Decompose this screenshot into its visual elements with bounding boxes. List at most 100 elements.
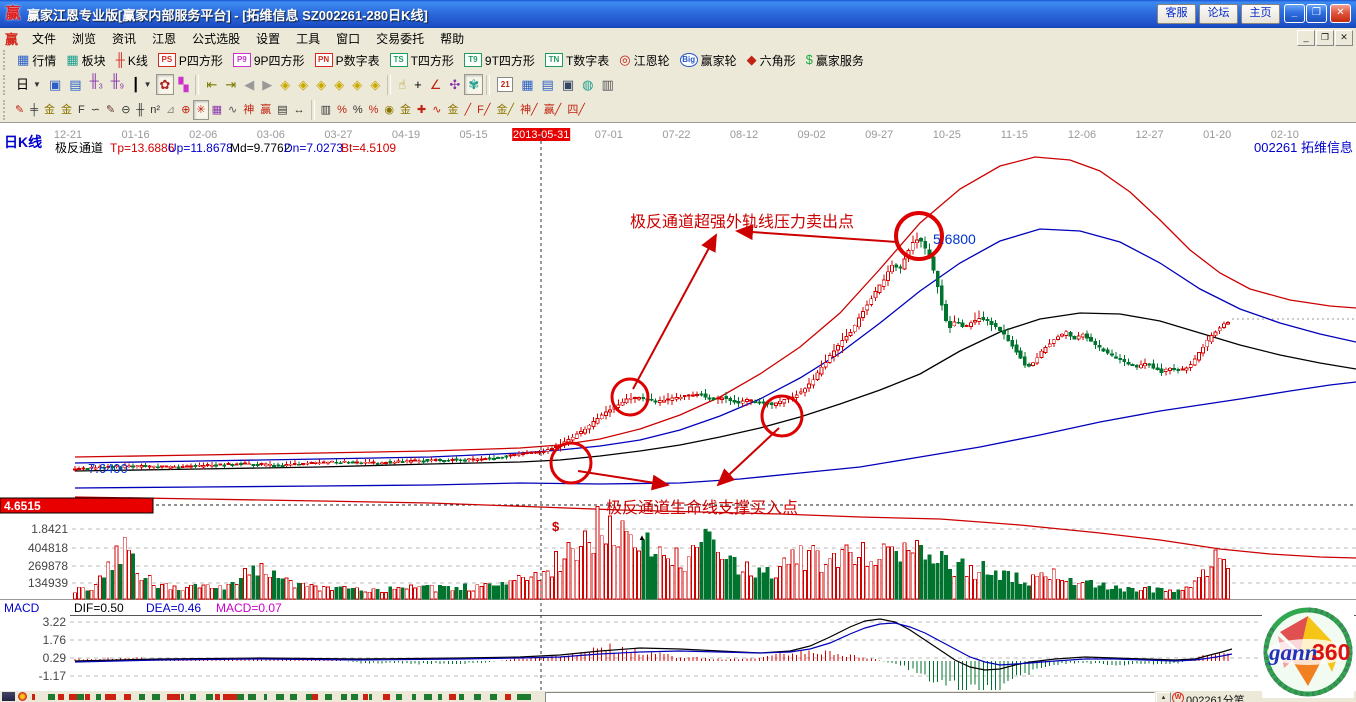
shen-diag-button[interactable]: 神╱ bbox=[517, 100, 541, 120]
gann-wheel-button[interactable]: ◎ 江恩轮 bbox=[614, 49, 674, 71]
print-button[interactable]: ▥ bbox=[597, 74, 617, 95]
diamond-right-button[interactable]: ◈ bbox=[294, 74, 312, 95]
menu-江恩[interactable]: 江恩 bbox=[152, 31, 177, 46]
kline-chart-canvas[interactable]: 12-21 01-16 02-06 03-06 03-27 04-19 05-15 2013-… bbox=[0, 123, 1356, 691]
candle-style-dropdown-button[interactable]: ┃ ▼ bbox=[128, 74, 156, 95]
kline-button[interactable]: ╫ K线 bbox=[111, 49, 153, 71]
spiral-comb-button[interactable]: ∽ bbox=[88, 100, 103, 120]
t-square-button[interactable]: TS T四方形 bbox=[385, 49, 459, 71]
gold-ratio-b-button[interactable]: 金 bbox=[58, 100, 75, 120]
9t-square-button[interactable]: T9 9T四方形 bbox=[459, 49, 540, 71]
service-button[interactable]: 客服 bbox=[1157, 4, 1196, 24]
gold-circle-button[interactable]: ◉ bbox=[381, 100, 397, 120]
status-scroll-up-button[interactable]: ▲ bbox=[1156, 692, 1171, 702]
restore-button[interactable]: ❐ bbox=[1306, 4, 1327, 23]
home-button[interactable]: 主页 bbox=[1241, 4, 1280, 24]
gold-diag-button[interactable]: 金╱ bbox=[493, 100, 517, 120]
skip-last-button[interactable]: ⇥ bbox=[221, 74, 240, 95]
p-number-table-button[interactable]: PN P数字表 bbox=[310, 49, 385, 71]
info-panel-button[interactable]: ▤ bbox=[65, 74, 85, 95]
hexagon-button[interactable]: ◆ 六角形 bbox=[742, 49, 801, 71]
menu-设置[interactable]: 设置 bbox=[256, 31, 281, 46]
zigzag-marks-button[interactable]: ∿ bbox=[225, 100, 240, 120]
diamond-left-button[interactable]: ◈ bbox=[276, 74, 294, 95]
menu-资讯[interactable]: 资讯 bbox=[112, 31, 137, 46]
pattern-tool-button[interactable]: ✿ bbox=[155, 74, 175, 95]
star-rays-button[interactable]: ✳ bbox=[193, 99, 209, 120]
gold-band-button[interactable]: 金 bbox=[444, 100, 461, 120]
bars-3-button[interactable]: ╫3 bbox=[86, 74, 107, 95]
save-button[interactable]: ▣ bbox=[558, 74, 578, 95]
tools-extra-button[interactable]: ✚ bbox=[414, 100, 429, 120]
wave-line-button[interactable]: ∿ bbox=[429, 100, 444, 120]
winner-wheel-button[interactable]: Big 赢家轮 bbox=[675, 49, 742, 71]
target-cross-button[interactable]: ⊕ bbox=[178, 100, 193, 120]
bars-9-button[interactable]: ╫9 bbox=[107, 74, 128, 95]
quotes-button[interactable]: ▦ 行情 bbox=[12, 49, 61, 71]
notes-button[interactable]: ▤ bbox=[538, 74, 558, 95]
cycle-comb-button[interactable]: ⊖ bbox=[118, 100, 133, 120]
pen-comb-button[interactable]: ✎ bbox=[103, 100, 118, 120]
close-button[interactable]: ✕ bbox=[1330, 4, 1351, 23]
menu-工具[interactable]: 工具 bbox=[296, 31, 321, 46]
n-square-button[interactable]: n² bbox=[147, 100, 163, 120]
diamond-plus-button[interactable]: ◈ bbox=[366, 74, 384, 95]
price-grid-button[interactable]: ▥ bbox=[318, 100, 334, 120]
crosshair-tool-button[interactable]: + bbox=[410, 74, 426, 95]
status-input-field[interactable] bbox=[545, 692, 1155, 702]
grid-box-button[interactable]: ▦ bbox=[209, 100, 225, 120]
export-web-button[interactable]: ◍ bbox=[578, 74, 597, 95]
comb-line-button[interactable]: ╪ bbox=[27, 100, 41, 120]
profile-chart-button[interactable]: ▚ bbox=[174, 74, 192, 95]
comb-button[interactable]: ╫ bbox=[133, 100, 147, 120]
diamond-star-button[interactable]: ◈ bbox=[348, 74, 366, 95]
percent-line-button[interactable]: % bbox=[366, 100, 382, 120]
9p-square-button[interactable]: P9 9P四方形 bbox=[228, 49, 310, 71]
hand-tool-button[interactable]: ☝ bbox=[394, 74, 410, 95]
chart-window-button[interactable]: ▣ bbox=[45, 74, 65, 95]
p-square-button[interactable]: PS P四方形 bbox=[153, 49, 228, 71]
menu-交易委托[interactable]: 交易委托 bbox=[376, 31, 425, 46]
angle-grey-button[interactable]: ⊿ bbox=[163, 100, 178, 120]
ruler-123-button[interactable]: ▤ bbox=[274, 100, 290, 120]
forum-button[interactable]: 论坛 bbox=[1199, 4, 1238, 24]
percent-band-button[interactable]: % bbox=[334, 100, 350, 120]
ying-comb-icon: 赢 bbox=[260, 103, 272, 116]
si-diag-button[interactable]: 四╱ bbox=[564, 100, 588, 120]
percent-button[interactable]: % bbox=[350, 100, 366, 120]
shen-comb-button[interactable]: 神 bbox=[240, 100, 257, 120]
sectors-button[interactable]: ▦ 板块 bbox=[61, 49, 110, 71]
gann-box-tool-button[interactable]: ✣ bbox=[445, 74, 464, 95]
f-diag-button[interactable]: F╱ bbox=[474, 100, 493, 120]
diamond-horizontal-button[interactable]: ◈ bbox=[312, 74, 330, 95]
skip-first-button[interactable]: ⇤ bbox=[202, 74, 221, 95]
mdi-close-button[interactable]: ✕ bbox=[1335, 30, 1353, 46]
arrow-span-button[interactable]: ↔ bbox=[291, 100, 308, 120]
diamond-cross-button[interactable]: ◈ bbox=[330, 74, 348, 95]
calculator-button[interactable]: ▦ bbox=[517, 74, 537, 95]
minimize-button[interactable]: _ bbox=[1284, 4, 1305, 23]
winner-service-button[interactable]: $ 赢家服务 bbox=[801, 49, 869, 71]
svg-text:07-22: 07-22 bbox=[662, 129, 690, 141]
menu-公式选股[interactable]: 公式选股 bbox=[192, 31, 241, 46]
fib-comb-button[interactable]: F bbox=[75, 100, 88, 120]
mdi-minimize-button[interactable]: _ bbox=[1297, 30, 1315, 46]
angle-tool-button[interactable]: ∠ bbox=[426, 74, 446, 95]
page-next-button[interactable]: ▶ bbox=[258, 74, 276, 95]
wave-brain-tool-button[interactable]: ✾ bbox=[464, 74, 484, 95]
gold-line-button[interactable]: 金 bbox=[397, 100, 414, 120]
period-day-dropdown-button[interactable]: 日 ▼ bbox=[12, 74, 45, 95]
mdi-restore-button[interactable]: ❐ bbox=[1316, 30, 1334, 46]
page-prev-button[interactable]: ◀ bbox=[240, 74, 258, 95]
diag-line-button[interactable]: ╱ bbox=[461, 100, 474, 120]
menu-窗口[interactable]: 窗口 bbox=[336, 31, 361, 46]
calendar-21-button[interactable]: 21 bbox=[493, 74, 517, 95]
t-number-table-button[interactable]: TN T数字表 bbox=[540, 49, 614, 71]
menu-浏览[interactable]: 浏览 bbox=[72, 31, 97, 46]
menu-帮助[interactable]: 帮助 bbox=[440, 31, 465, 46]
ying-comb-button[interactable]: 赢 bbox=[257, 100, 274, 120]
draw-pen-button[interactable]: ✎ bbox=[12, 100, 27, 120]
menu-文件[interactable]: 文件 bbox=[32, 31, 57, 46]
ying-diag-button[interactable]: 赢╱ bbox=[541, 100, 565, 120]
gold-ratio-a-button[interactable]: 金 bbox=[41, 100, 58, 120]
